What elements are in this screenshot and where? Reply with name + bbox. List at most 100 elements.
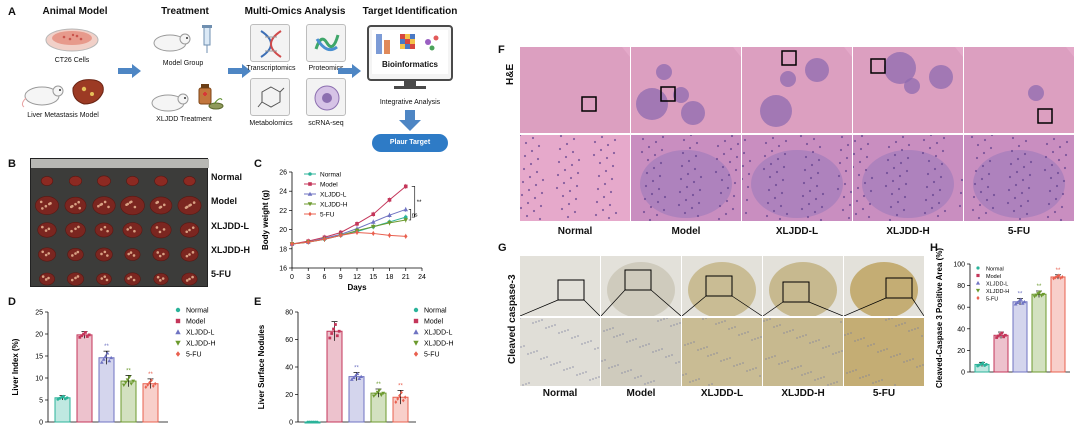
- nucleus: [809, 342, 811, 344]
- nucleus: [563, 369, 565, 371]
- legend-label: XLJDD-H: [986, 289, 1009, 295]
- metastatic-nodule: [100, 277, 104, 280]
- nucleus: [646, 158, 650, 162]
- nucleus: [844, 169, 848, 173]
- panel-letter-f: F: [498, 44, 505, 56]
- nucleus: [733, 365, 735, 367]
- nucleus: [762, 167, 766, 171]
- metastatic-nodule: [191, 226, 195, 229]
- nucleus: [659, 161, 663, 165]
- nucleus: [1011, 136, 1015, 140]
- nucleus: [694, 154, 698, 158]
- metastatic-nodule: [76, 250, 80, 254]
- nucleus: [595, 200, 599, 204]
- nucleus: [671, 354, 673, 356]
- nucleus: [779, 324, 781, 326]
- nucleus: [908, 330, 910, 332]
- nucleus: [538, 217, 542, 221]
- nucleus: [561, 194, 565, 198]
- nucleus: [763, 154, 767, 158]
- bioinformatics-label: Bioinformatics: [381, 60, 438, 69]
- nucleus: [832, 353, 834, 355]
- nucleus: [938, 188, 942, 192]
- nucleus: [814, 197, 818, 201]
- y-tick-label: 20: [957, 348, 965, 355]
- nucleus: [527, 188, 531, 192]
- nucleus: [881, 379, 883, 381]
- nucleus: [738, 334, 740, 336]
- data-point: [103, 354, 108, 358]
- nucleus: [893, 153, 897, 157]
- metastatic-nodule: [103, 275, 107, 278]
- nucleus: [859, 147, 863, 151]
- legend-marker: [976, 266, 980, 270]
- y-tick-label: 20: [285, 392, 293, 399]
- nucleus: [847, 333, 849, 335]
- nucleus: [594, 348, 596, 350]
- series-line: [291, 231, 406, 245]
- legend-label: Normal: [986, 267, 1004, 273]
- tumor-nodule: [904, 78, 920, 94]
- ihc-zoom-image: [682, 318, 762, 386]
- nucleus: [563, 168, 567, 172]
- x-tick-label: 6: [323, 274, 327, 281]
- nucleus: [917, 327, 919, 329]
- nucleus: [677, 203, 681, 207]
- nucleus: [863, 337, 865, 339]
- data-point: [78, 335, 82, 339]
- nucleus: [731, 207, 735, 211]
- nucleus: [1043, 168, 1047, 172]
- nucleus: [792, 329, 794, 331]
- legend-marker: [175, 318, 181, 324]
- dna-icon: [250, 24, 290, 62]
- nucleus: [841, 208, 845, 212]
- nucleus: [593, 140, 597, 144]
- bar: [1031, 293, 1047, 373]
- nucleus: [640, 150, 644, 154]
- liver-specimen: [95, 247, 113, 262]
- metastatic-nodule: [127, 277, 130, 280]
- nucleus: [747, 331, 749, 333]
- nucleus: [941, 149, 945, 153]
- nucleus: [680, 164, 684, 168]
- liver-photo: [30, 158, 209, 287]
- nucleus: [810, 371, 812, 373]
- liver-icon: [72, 79, 104, 105]
- zoom-box: [1037, 108, 1053, 124]
- nucleus: [695, 141, 699, 145]
- nucleus: [1060, 205, 1064, 209]
- nucleus: [724, 320, 726, 322]
- nucleus: [1019, 204, 1023, 208]
- nucleus: [690, 342, 692, 344]
- tumor-nodule: [760, 95, 792, 127]
- metastatic-nodule: [127, 252, 130, 256]
- nucleus: [691, 193, 695, 197]
- nucleus: [706, 346, 708, 348]
- nucleus: [650, 381, 652, 383]
- nucleus: [739, 363, 741, 365]
- legend-label: 5-FU: [320, 212, 335, 219]
- nucleus: [668, 355, 670, 357]
- liver-specimen: [97, 175, 111, 187]
- metastatic-nodule: [47, 276, 50, 280]
- tumor-region: [640, 150, 732, 218]
- metastatic-nodule: [106, 254, 109, 257]
- nucleus: [1052, 137, 1056, 141]
- nucleus: [939, 175, 943, 179]
- panel-letter-e: E: [254, 296, 262, 308]
- nucleus: [821, 192, 825, 196]
- nucleus: [869, 189, 873, 193]
- nucleus: [1065, 140, 1069, 144]
- nucleus: [642, 210, 646, 214]
- metastatic-nodule: [188, 277, 191, 281]
- nucleus: [781, 362, 783, 364]
- nucleus: [853, 139, 857, 143]
- nucleus: [1014, 183, 1018, 187]
- nucleus: [845, 156, 849, 160]
- nucleus: [675, 362, 677, 364]
- sig-label: **: [398, 383, 403, 389]
- nucleus: [682, 138, 686, 142]
- x-axis-title: Days: [347, 283, 367, 292]
- legend-marker: [308, 172, 312, 176]
- metastatic-nodule: [132, 278, 136, 282]
